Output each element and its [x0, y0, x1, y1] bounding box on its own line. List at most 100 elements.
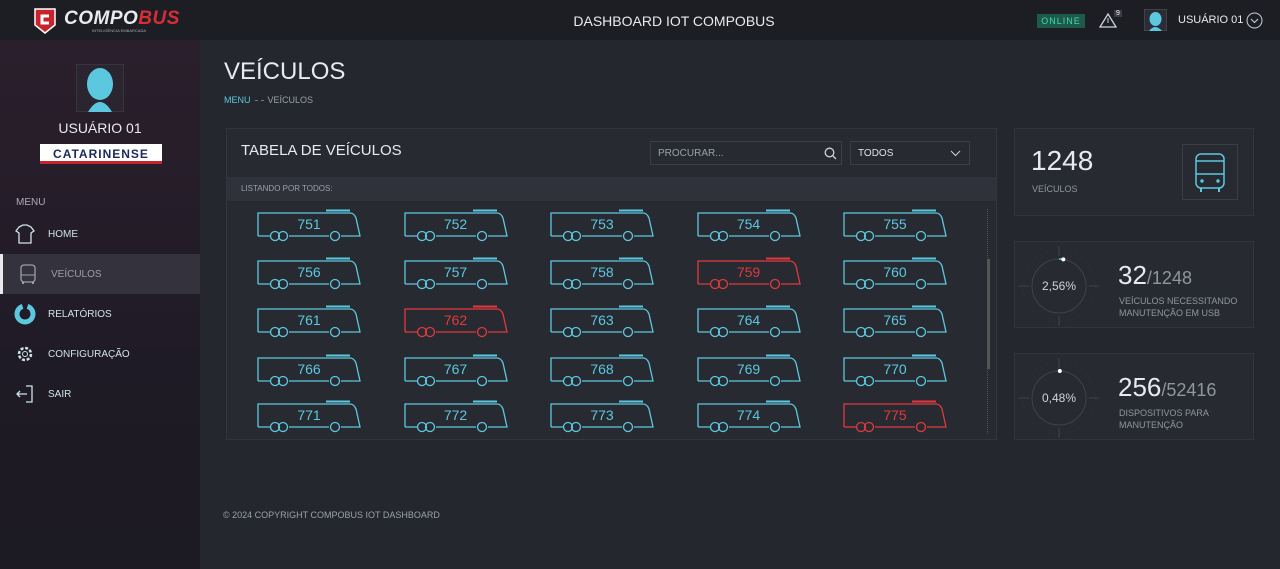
vehicle-id: 765	[883, 312, 907, 328]
menu-item[interactable]: SAIR	[0, 374, 200, 414]
logo: COMPOBUS	[64, 8, 180, 30]
alert-icon[interactable]	[1099, 12, 1117, 29]
search-box[interactable]: PROCURAR...	[650, 141, 842, 165]
stat-count: 32	[1118, 260, 1147, 290]
bus-wheel	[562, 326, 574, 338]
breadcrumb-link[interactable]: MENU	[224, 95, 251, 105]
vehicle[interactable]: 760	[842, 257, 948, 291]
vehicle[interactable]: 774	[696, 400, 802, 434]
vehicle[interactable]: 771	[256, 400, 362, 434]
bus-wheel	[277, 375, 289, 387]
vehicle-id: 775	[883, 407, 907, 423]
user-name[interactable]: USUÁRIO 01	[1178, 14, 1244, 26]
bus-wheel	[855, 326, 867, 338]
bus-body	[550, 403, 654, 428]
bus-body	[843, 357, 947, 382]
bus-body	[843, 308, 947, 333]
bus-wheel	[562, 375, 574, 387]
vehicle[interactable]: 761	[256, 305, 362, 339]
bus-outline	[550, 305, 654, 338]
vehicle[interactable]: 767	[403, 354, 509, 388]
breadcrumb-separator	[254, 99, 264, 101]
logo-part: BUS	[138, 8, 180, 29]
bus-wheel	[424, 421, 435, 433]
vehicle-id: 759	[736, 264, 761, 280]
bus-wheel	[709, 326, 720, 338]
menu-item[interactable]: RELATÓRIOS	[0, 294, 200, 334]
vehicle[interactable]: 763	[549, 305, 655, 339]
vehicle[interactable]: 751	[256, 209, 362, 243]
vehicle-id: 774	[736, 407, 761, 423]
filter-select[interactable]: TODOS	[850, 141, 970, 165]
bus-wheel	[424, 278, 435, 290]
bus-outline	[696, 257, 801, 290]
bus-body	[403, 212, 508, 237]
bus-icon	[1182, 144, 1238, 200]
bus-wheel	[915, 421, 927, 433]
bus-wheel	[915, 278, 927, 290]
bus-wheel	[277, 278, 289, 290]
bus-outline	[257, 305, 361, 338]
vehicle-id: 755	[883, 216, 907, 232]
bus-wheel	[769, 278, 780, 290]
bus-outline	[696, 400, 801, 433]
vehicle[interactable]: 773	[549, 400, 655, 434]
user-menu-toggle[interactable]	[1246, 12, 1263, 29]
bus-wheel	[717, 375, 728, 387]
alert-count: 9	[1114, 10, 1122, 17]
vehicle[interactable]: 753	[549, 209, 655, 243]
bus-wheel	[769, 421, 780, 433]
logo-tagline: INTELIGÊNCIA EMBARCADA	[92, 28, 147, 33]
bus-outline	[843, 354, 947, 387]
ring-progress	[1031, 258, 1087, 314]
stat-value: 256/52416	[1118, 372, 1216, 403]
vehicle[interactable]: 762	[403, 305, 509, 339]
bus-outline	[257, 209, 361, 242]
menu-item[interactable]: HOME	[0, 214, 200, 254]
vehicle[interactable]: 752	[403, 209, 509, 243]
vehicle[interactable]: 764	[696, 305, 802, 339]
vehicle-id: 760	[883, 264, 907, 280]
total-card: 1248 VEÍCULOS	[1014, 128, 1254, 216]
vehicle-id: 772	[443, 407, 468, 423]
bus-body	[403, 260, 508, 285]
vehicle[interactable]: 769	[696, 354, 802, 388]
vehicle[interactable]: 755	[842, 209, 948, 243]
vehicle[interactable]: 775	[842, 400, 948, 434]
progress-ring: 0,48%	[1019, 358, 1099, 438]
bus-wheel	[416, 278, 427, 290]
bus-outline	[403, 257, 508, 290]
vehicle[interactable]: 754	[696, 209, 802, 243]
bus-outline	[257, 400, 361, 433]
vehicle[interactable]: 756	[256, 257, 362, 291]
bus-wheel	[562, 230, 574, 242]
menu-item[interactable]: VEÍCULOS	[0, 254, 200, 294]
vehicle[interactable]: 766	[256, 354, 362, 388]
vehicle-id: 764	[736, 312, 761, 328]
bus-outline	[550, 257, 654, 290]
bus-wheel	[717, 421, 728, 433]
scrollbar[interactable]	[987, 259, 990, 369]
vehicle[interactable]: 757	[403, 257, 509, 291]
menu-label: HOME	[48, 228, 78, 240]
bus-wheel	[915, 326, 927, 338]
vehicle[interactable]: 758	[549, 257, 655, 291]
vehicle[interactable]: 768	[549, 354, 655, 388]
bus-wheel	[570, 375, 582, 387]
bus-wheel	[570, 326, 582, 338]
menu-label: SAIR	[48, 388, 72, 400]
stat-total: /1248	[1146, 268, 1192, 288]
bus-wheel	[277, 326, 289, 338]
vehicle[interactable]: 772	[403, 400, 509, 434]
vehicle[interactable]: 759	[696, 257, 802, 291]
bus-wheel	[269, 230, 281, 242]
stat-label: VEÍCULOS NECESSITANDO MANUTENÇÃO EM USB	[1119, 296, 1238, 318]
bus-wheel	[269, 326, 281, 338]
bus-body	[257, 212, 361, 237]
bus-body	[696, 357, 801, 382]
bus-wheel	[570, 421, 582, 433]
menu-item[interactable]: CONFIGURAÇÃO	[0, 334, 200, 374]
vehicle[interactable]: 765	[842, 305, 948, 339]
vehicle[interactable]: 770	[842, 354, 948, 388]
bus-outline	[403, 209, 508, 242]
